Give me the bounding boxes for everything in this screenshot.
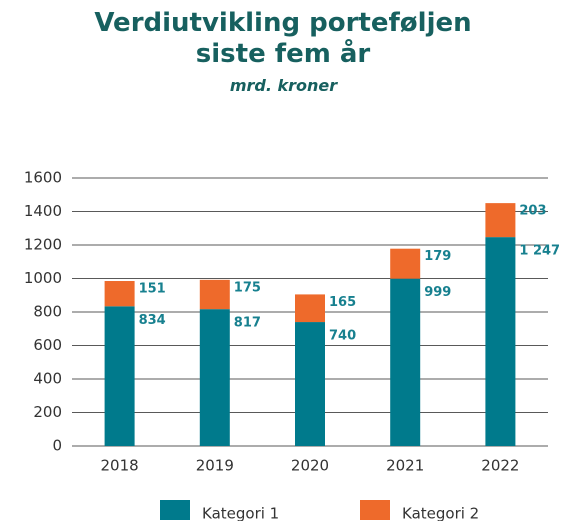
y-tick-label: 1600	[24, 169, 62, 187]
x-tick-label: 2018	[101, 457, 139, 475]
value-label: 999	[424, 285, 451, 300]
x-tick-label: 2019	[196, 457, 234, 475]
bar-segment	[485, 203, 516, 238]
bar-segment	[104, 306, 135, 446]
legend-label: Kategori 1	[202, 505, 279, 521]
value-label: 1 247	[519, 244, 560, 259]
x-tick-label: 2021	[386, 457, 424, 475]
bar-segment	[199, 279, 230, 310]
bar-segment	[199, 309, 230, 446]
legend-swatch	[360, 500, 390, 520]
value-label: 179	[424, 249, 451, 264]
x-tick-label: 2020	[291, 457, 329, 475]
y-tick-label: 800	[33, 303, 62, 321]
value-label: 817	[234, 316, 261, 331]
bar-segment	[295, 294, 325, 323]
bar-segment	[485, 237, 516, 446]
bar-segment	[390, 248, 421, 279]
legend-label: Kategori 2	[402, 505, 479, 521]
chart-title: Verdiutvikling porteføljen siste fem år	[94, 8, 472, 69]
value-label: 175	[234, 280, 261, 295]
value-label: 151	[139, 282, 166, 297]
x-tick-label: 2022	[481, 457, 519, 475]
y-tick-label: 0	[52, 437, 62, 455]
y-tick-label: 1200	[24, 236, 62, 254]
bar-segment	[295, 322, 325, 446]
value-label: 740	[329, 329, 356, 344]
value-label: 165	[329, 295, 356, 310]
y-tick-label: 600	[33, 336, 62, 354]
value-label: 203	[519, 204, 546, 219]
value-label: 834	[139, 313, 166, 328]
y-tick-label: 1400	[24, 202, 62, 220]
y-tick-label: 400	[33, 370, 62, 388]
bar-segment	[104, 281, 135, 307]
legend-swatch	[160, 500, 190, 520]
bar-segment	[390, 278, 421, 446]
y-tick-label: 200	[33, 403, 62, 421]
y-tick-label: 1000	[24, 269, 62, 287]
chart-subtitle: mrd. kroner	[229, 76, 338, 95]
